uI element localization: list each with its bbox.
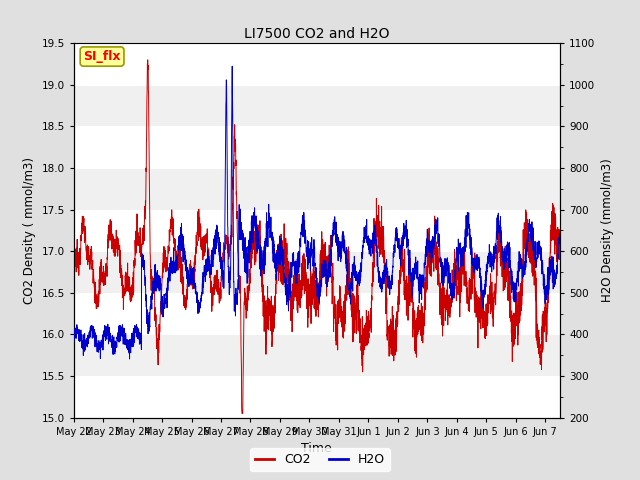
Bar <box>74 126 560 168</box>
Bar <box>74 43 560 85</box>
Title: LI7500 CO2 and H2O: LI7500 CO2 and H2O <box>244 27 390 41</box>
Text: SI_flx: SI_flx <box>83 50 121 63</box>
Legend: CO2, H2O: CO2, H2O <box>250 448 390 471</box>
Bar <box>74 168 560 210</box>
Bar <box>74 210 560 251</box>
Bar <box>74 335 560 376</box>
X-axis label: Time: Time <box>301 442 332 455</box>
Bar <box>74 85 560 126</box>
Bar <box>74 293 560 335</box>
Bar <box>74 376 560 418</box>
Bar <box>74 251 560 293</box>
Y-axis label: H2O Density (mmol/m3): H2O Density (mmol/m3) <box>601 158 614 302</box>
Y-axis label: CO2 Density ( mmol/m3): CO2 Density ( mmol/m3) <box>23 157 36 304</box>
